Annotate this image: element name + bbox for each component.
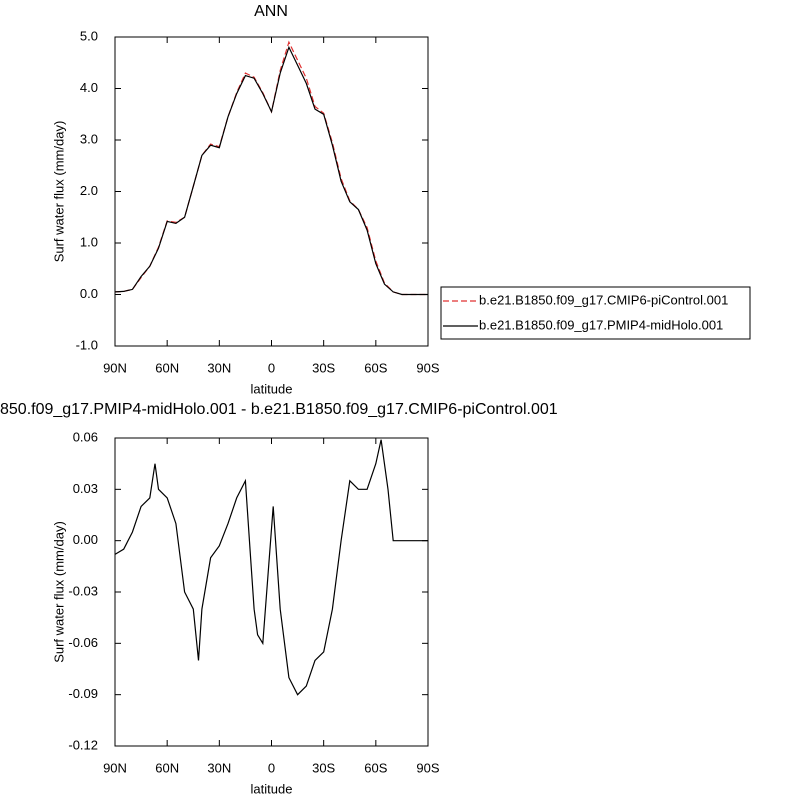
x-tick-label: 0 <box>268 760 275 775</box>
x-tick-label: 30S <box>312 360 335 375</box>
x-tick-label: 60N <box>155 360 179 375</box>
x-tick-label: 90S <box>416 360 439 375</box>
data-line <box>114 45 428 296</box>
x-tick-label: 0 <box>268 360 275 375</box>
y-tick-label: 4.0 <box>80 80 98 95</box>
legend-box <box>440 286 751 340</box>
y-tick-label: -0.09 <box>68 686 98 701</box>
y-tick-label: 0.0 <box>80 286 98 301</box>
x-tick-label: 60N <box>155 760 179 775</box>
x-tick-label: 60S <box>364 760 387 775</box>
y-tick-label: 0.03 <box>73 481 98 496</box>
y-tick-label: -0.12 <box>68 737 98 752</box>
y-tick-label: 1.0 <box>80 234 98 249</box>
y-tick-label: 5.0 <box>80 28 98 43</box>
y-tick-label: 0.06 <box>73 429 98 444</box>
chart-title: 850.f09_g17.PMIP4-midHolo.001 - b.e21.B1… <box>0 401 558 418</box>
legend-label: b.e21.B1850.f09_g17.CMIP6-piControl.001 <box>479 292 728 307</box>
plot-frame <box>114 437 429 747</box>
x-tick-label: 90N <box>103 760 127 775</box>
chart-title: ANN <box>254 3 288 20</box>
y-tick-label: -0.03 <box>68 583 98 598</box>
y-tick-label: 0.00 <box>73 532 98 547</box>
x-tick-label: 30N <box>207 760 231 775</box>
x-axis-label: latitude <box>251 381 293 396</box>
y-tick-label: -1.0 <box>76 337 98 352</box>
y-axis-label: Surf water flux (mm/day) <box>51 121 66 263</box>
y-tick-label: 2.0 <box>80 183 98 198</box>
data-line <box>114 439 428 696</box>
data-line <box>114 40 428 296</box>
y-axis-label: Surf water flux (mm/day) <box>51 521 66 663</box>
y-tick-label: -0.06 <box>68 635 98 650</box>
x-tick-label: 30N <box>207 360 231 375</box>
x-tick-label: 90S <box>416 760 439 775</box>
x-tick-label: 60S <box>364 360 387 375</box>
x-tick-label: 90N <box>103 360 127 375</box>
x-axis-label: latitude <box>251 781 293 796</box>
y-tick-label: 3.0 <box>80 131 98 146</box>
legend-label: b.e21.B1850.f09_g17.PMIP4-midHolo.001 <box>479 317 723 332</box>
x-tick-label: 30S <box>312 760 335 775</box>
plot-frame <box>114 36 429 347</box>
